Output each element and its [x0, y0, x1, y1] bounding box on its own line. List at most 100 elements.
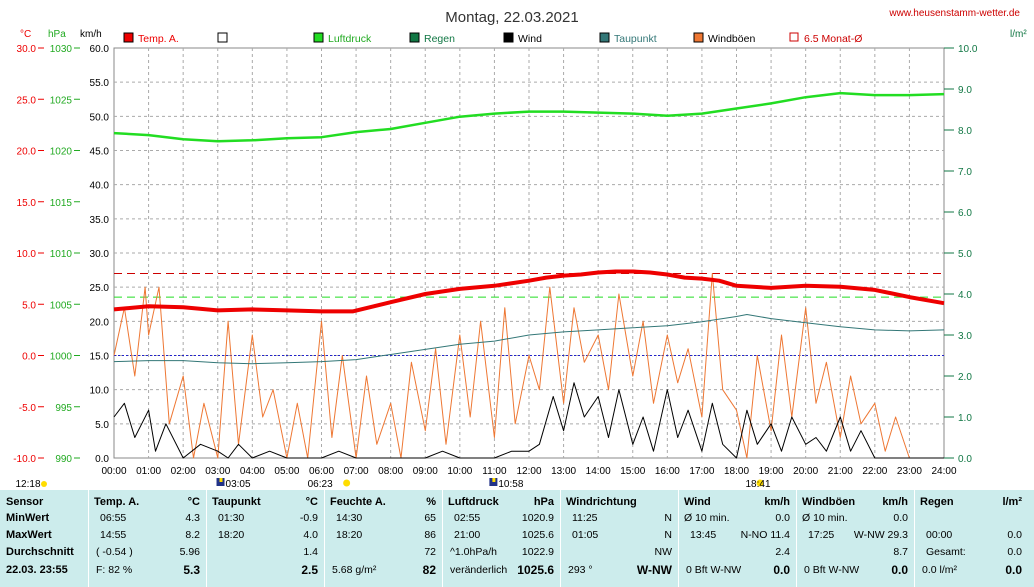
event-label: 10:58: [498, 479, 523, 490]
col-hum: Feuchte A.% 14:30 65 18:20 86 72 5.68 g/m²…: [324, 490, 443, 587]
event-label: 18:41: [746, 479, 771, 490]
legend-swatch: [123, 32, 134, 43]
wind-min: 0.0: [775, 512, 790, 524]
unit-temp: °C: [20, 29, 31, 40]
temp-min-time: 06:55: [100, 512, 127, 524]
pressure-tick-label: 1000: [50, 352, 73, 363]
gust-max-time: 17:25: [808, 529, 835, 541]
moonrise-glyph: [492, 478, 496, 482]
press-trend: ^1.0hPa/h: [450, 546, 497, 558]
press-avg: 1022.9: [521, 546, 554, 558]
dir-deg: 293 °: [568, 564, 593, 576]
site-url[interactable]: www.heusenstamm-wetter.de: [888, 8, 1020, 19]
gust-min: 0.0: [893, 512, 908, 524]
legend-swatch: [789, 32, 799, 42]
legend-swatch: [503, 32, 514, 43]
rain-tick-label: 0.0: [958, 454, 972, 465]
col-dew: Taupunkt °C 01:30 -0.9 18:20 4.0 1.4 2.5: [206, 490, 325, 587]
dew-max: 4.0: [303, 529, 318, 541]
hum-abs: 5.68 g/m²: [332, 564, 377, 576]
label-max: MaxWert: [6, 529, 52, 541]
temp-tick-label: -5.0: [19, 403, 37, 414]
dir-min: N: [664, 512, 672, 524]
legend-label: Regen: [424, 33, 455, 45]
event-label: 03:05: [226, 479, 251, 490]
temp-max: 8.2: [185, 529, 200, 541]
x-tick-label: 15:00: [620, 466, 645, 477]
gust-bft: 0 Bft W-NW: [804, 564, 860, 576]
wind-tick-label: 0.0: [95, 454, 109, 465]
dew-avg: 1.4: [303, 546, 318, 558]
col-dir: Windrichtung 11:25 N 01:05 N NW 293 ° W-NW: [560, 490, 679, 587]
hum-avg: 72: [424, 546, 436, 558]
rain-tick-label: 1.0: [958, 413, 972, 424]
x-tick-label: 20:00: [793, 466, 818, 477]
wind-tick-label: 10.0: [90, 386, 110, 397]
pressure-tick-label: 1030: [50, 44, 73, 55]
wind-tick-label: 60.0: [90, 44, 110, 55]
wind-tick-label: 55.0: [90, 78, 110, 89]
unit-pressure: hPa: [48, 29, 66, 40]
press-min: 1020.9: [521, 512, 554, 524]
unit-hum-col: %: [426, 496, 436, 508]
series-luftdruck-line: [113, 91, 945, 143]
rain-min: 0.0: [1007, 529, 1022, 541]
wind-avg: 2.4: [775, 546, 790, 558]
x-tick-label: 24:00: [931, 466, 956, 477]
temp-tick-label: 0.0: [22, 352, 36, 363]
x-tick-label: 07:00: [344, 466, 369, 477]
wind-bft: 0 Bft W-NW: [686, 564, 742, 576]
wind-tick-label: 50.0: [90, 112, 110, 123]
label-min: MinWert: [6, 512, 50, 524]
dew-current: 2.5: [301, 563, 318, 577]
legend-swatch: [409, 32, 420, 43]
temp-tick-label: 5.0: [22, 300, 36, 311]
unit-rain: l/m²: [1010, 29, 1027, 40]
x-tick-label: 18:00: [724, 466, 749, 477]
wind-tick-label: 5.0: [95, 420, 109, 431]
col-temp: Temp. A. °C 06:55 4.3 14:55 8.2 ( -0.54 ) 5.…: [88, 490, 207, 587]
hdr-rain: Regen: [920, 496, 954, 508]
x-tick-label: 17:00: [689, 466, 714, 477]
unit-rain-col: l/m²: [1002, 496, 1022, 508]
label-date: 22.03. 23:55: [6, 564, 68, 576]
dew-min-time: 01:30: [218, 512, 245, 524]
x-tick-label: 03:00: [205, 466, 230, 477]
temp-hum: F: 82 %: [96, 564, 133, 576]
x-tick-label: 06:00: [309, 466, 334, 477]
unit-wind: km/h: [80, 29, 102, 40]
chart-legend: Temp. A. Luftdruck Regen Wind Taupunkt Windbö…: [123, 32, 862, 45]
hdr-press: Luftdruck: [448, 496, 499, 508]
hdr-gust: Windböen: [802, 496, 856, 508]
chart-axes: 00:00 01:00 02:00 03:00 04:00 05:00 06:00 07:00…: [13, 44, 978, 477]
series-tempa-line: [113, 269, 945, 314]
wind-tick-label: 25.0: [90, 283, 110, 294]
press-min-time: 02:55: [454, 512, 481, 524]
press-current: 1025.6: [517, 563, 554, 577]
pressure-tick-label: 1025: [50, 95, 73, 106]
series-wind-line: [113, 382, 944, 459]
pressure-tick-label: 1020: [50, 147, 73, 158]
chart-grid: [113, 47, 945, 459]
legend-swatch: [217, 32, 228, 43]
col-press: Luftdruck hPa 02:55 1020.9 21:00 1025.6 ^1.…: [442, 490, 561, 587]
wind-tick-label: 15.0: [90, 352, 110, 363]
x-tick-label: 02:00: [171, 466, 196, 477]
series-taupunkt-line: [113, 314, 945, 365]
x-tick-label: 05:00: [274, 466, 299, 477]
x-tick-label: 22:00: [862, 466, 887, 477]
dew-min: -0.9: [299, 512, 318, 524]
pressure-tick-label: 1015: [50, 198, 73, 209]
temp-current: 5.3: [183, 563, 200, 577]
temp-avg: 5.96: [179, 546, 200, 558]
sunset-icon: [756, 479, 764, 487]
gust-min-label: Ø 10 min.: [802, 512, 848, 524]
astro-events: 03:05 06:23 10:58 18:41 12:18: [15, 478, 771, 490]
temp-min: 4.3: [185, 512, 200, 524]
temp-tick-label: 30.0: [17, 44, 37, 55]
col-wind: Wind km/h Ø 10 min. 0.0 13:45 N-NO 11.4 2.4…: [678, 490, 797, 587]
rain-tick-label: 10.0: [958, 44, 978, 55]
temp-avg-note: ( -0.54 ): [96, 546, 133, 558]
dir-min-time: 11:25: [572, 512, 598, 524]
press-state: veränderlich: [450, 564, 508, 576]
